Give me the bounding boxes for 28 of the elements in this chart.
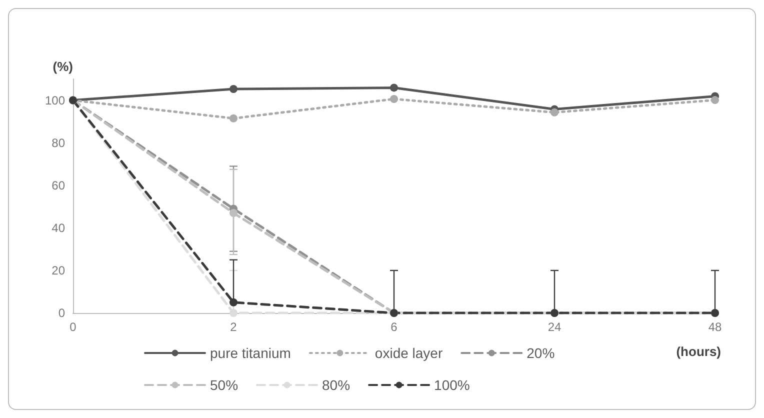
y-tick-label: 20 bbox=[52, 263, 66, 278]
y-axis-title: (%) bbox=[52, 59, 73, 74]
x-tick-label: 48 bbox=[708, 320, 722, 334]
legend-label: 20% bbox=[526, 345, 555, 361]
x-tick-label: 24 bbox=[548, 320, 562, 334]
legend-label: 50% bbox=[210, 377, 238, 393]
point bbox=[230, 114, 238, 122]
x-tick-label: 0 bbox=[70, 320, 77, 334]
point bbox=[230, 209, 238, 218]
legend-label: 80% bbox=[322, 377, 350, 393]
legend-label: 100% bbox=[434, 377, 470, 393]
x-tick-label: 2 bbox=[230, 320, 238, 334]
point bbox=[230, 298, 238, 306]
point bbox=[711, 96, 719, 104]
legend-label: pure titanium bbox=[210, 345, 291, 361]
y-tick-label: 60 bbox=[52, 178, 66, 192]
point bbox=[230, 85, 238, 93]
legend-label: oxide layer bbox=[374, 345, 443, 361]
y-tick-label: 0 bbox=[58, 306, 66, 320]
point bbox=[550, 108, 558, 116]
point bbox=[230, 309, 238, 317]
y-tick-label: 100 bbox=[44, 93, 66, 108]
y-tick-label: 40 bbox=[52, 220, 66, 235]
y-tick-label: 80 bbox=[52, 136, 66, 150]
x-tick-label: 6 bbox=[390, 320, 398, 334]
point bbox=[390, 95, 398, 103]
point bbox=[390, 84, 398, 92]
x-axis-title: (hours) bbox=[676, 344, 722, 359]
